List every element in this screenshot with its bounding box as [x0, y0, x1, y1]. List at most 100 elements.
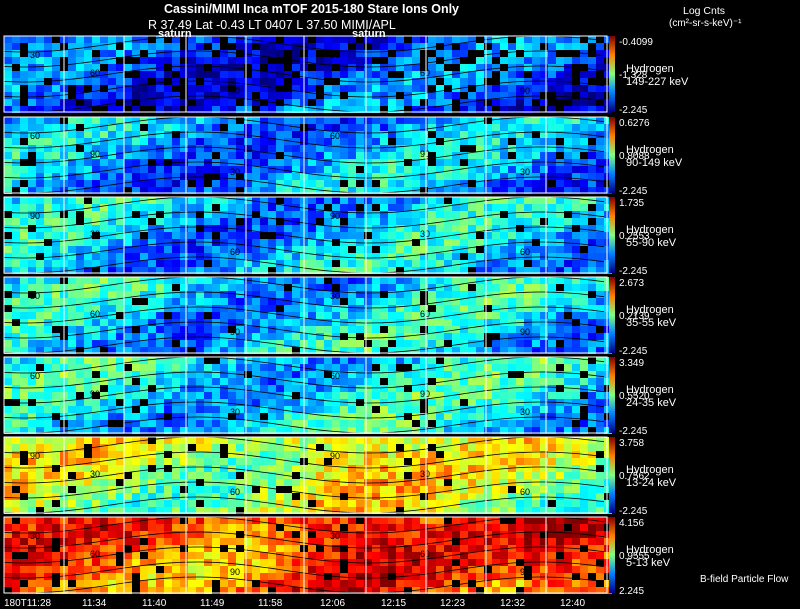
heatmap-cell [588, 305, 596, 312]
heatmap-cell [92, 152, 100, 159]
heatmap-cell [68, 277, 76, 284]
heatmap-cell [164, 458, 172, 465]
heatmap-cell [404, 451, 412, 458]
heatmap-cell [308, 371, 316, 378]
heatmap-cell [460, 43, 468, 50]
heatmap-cell [220, 427, 228, 434]
heatmap-cell [156, 291, 164, 298]
heatmap-cell [236, 180, 244, 187]
heatmap-cell [428, 232, 436, 239]
heatmap-cell [284, 507, 292, 514]
heatmap-cell [556, 138, 564, 145]
heatmap-cell [212, 246, 220, 253]
heatmap-cell [468, 399, 476, 406]
heatmap-cell [372, 493, 380, 500]
heatmap-cell [380, 64, 388, 71]
heatmap-cell [188, 239, 196, 246]
heatmap-cell [212, 225, 220, 232]
heatmap-cell [92, 493, 100, 500]
heatmap-cell [548, 225, 556, 232]
heatmap-cell [484, 291, 492, 298]
heatmap-cell [164, 378, 172, 385]
heatmap-cell [276, 131, 284, 138]
heatmap-cell [252, 225, 260, 232]
heatmap-cell [580, 138, 588, 145]
heatmap-cell [556, 124, 564, 131]
heatmap-cell [316, 333, 324, 340]
heatmap-cell [164, 117, 172, 124]
heatmap-cell [532, 92, 540, 99]
heatmap-cell [468, 225, 476, 232]
heatmap-cell [436, 291, 444, 298]
heatmap-cell [84, 267, 92, 274]
heatmap-cell [68, 385, 76, 392]
heatmap-cell [140, 479, 148, 486]
heatmap-cell [20, 357, 28, 364]
heatmap-cell [476, 43, 484, 50]
heatmap-cell [556, 420, 564, 427]
heatmap-cell [372, 413, 380, 420]
heatmap-cell [124, 437, 132, 444]
heatmap-cell [332, 444, 340, 451]
heatmap-cell [500, 413, 508, 420]
heatmap-cell [412, 180, 420, 187]
heatmap-cell [4, 246, 12, 253]
heatmap-cell [516, 371, 524, 378]
heatmap-cell [348, 92, 356, 99]
heatmap-cell [564, 239, 572, 246]
heatmap-cell [188, 507, 196, 514]
heatmap-cell [324, 246, 332, 253]
heatmap-cell [52, 166, 60, 173]
heatmap-cell [116, 117, 124, 124]
heatmap-cell [476, 166, 484, 173]
heatmap-cell [252, 298, 260, 305]
heatmap-cell [604, 166, 612, 173]
heatmap-cell [36, 333, 44, 340]
heatmap-cell [604, 312, 612, 319]
heatmap-cell [364, 239, 372, 246]
heatmap-cell [76, 305, 84, 312]
heatmap-cell [372, 211, 380, 218]
heatmap-cell [164, 43, 172, 50]
heatmap-cell [588, 291, 596, 298]
heatmap-cell [36, 152, 44, 159]
heatmap-cell [436, 486, 444, 493]
heatmap-cell [444, 500, 452, 507]
heatmap-cell [452, 187, 460, 194]
heatmap-cell [276, 291, 284, 298]
heatmap-cell [84, 187, 92, 194]
heatmap-cell [468, 64, 476, 71]
heatmap-cell [20, 78, 28, 85]
heatmap-cell [84, 378, 92, 385]
heatmap-cell [372, 347, 380, 354]
heatmap-cell [388, 378, 396, 385]
heatmap-cell [572, 71, 580, 78]
heatmap-cell [4, 472, 12, 479]
heatmap-cell [164, 472, 172, 479]
heatmap-cell [524, 92, 532, 99]
heatmap-cell [196, 340, 204, 347]
heatmap-cell [212, 260, 220, 267]
heatmap-cell [108, 131, 116, 138]
heatmap-cell [108, 180, 116, 187]
heatmap-cell [292, 64, 300, 71]
heatmap-cell [244, 458, 252, 465]
heatmap-cell [220, 458, 228, 465]
heatmap-cell [476, 451, 484, 458]
heatmap-cell [84, 131, 92, 138]
heatmap-cell [372, 406, 380, 413]
heatmap-cell [4, 57, 12, 64]
heatmap-cell [324, 166, 332, 173]
heatmap-cell [100, 486, 108, 493]
heatmap-cell [540, 197, 548, 204]
heatmap-cell [332, 131, 340, 138]
heatmap-cell [452, 437, 460, 444]
heatmap-cell [116, 284, 124, 291]
heatmap-cell [388, 124, 396, 131]
heatmap-cell [356, 197, 364, 204]
heatmap-cell [132, 225, 140, 232]
heatmap-cell [372, 458, 380, 465]
heatmap-cell [116, 378, 124, 385]
heatmap-cell [244, 298, 252, 305]
heatmap-cell [236, 427, 244, 434]
